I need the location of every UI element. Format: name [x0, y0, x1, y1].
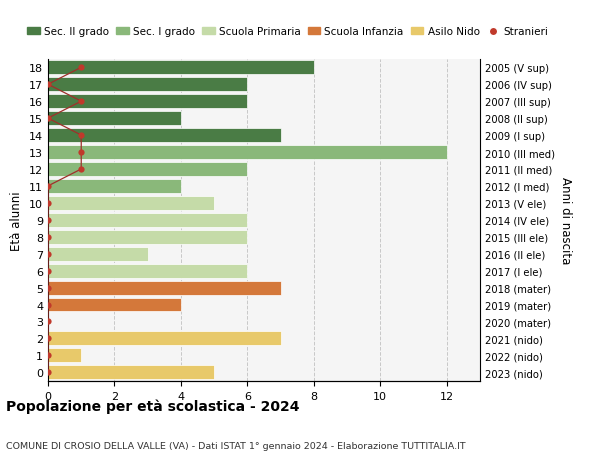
- Bar: [48, 365, 214, 380]
- Bar: [48, 112, 181, 126]
- Y-axis label: Anni di nascita: Anni di nascita: [559, 177, 572, 264]
- Bar: [48, 213, 247, 227]
- Bar: [48, 179, 181, 193]
- Bar: [48, 196, 214, 210]
- Bar: [48, 349, 81, 363]
- Bar: [48, 61, 314, 75]
- Y-axis label: Età alunni: Età alunni: [10, 190, 23, 250]
- Bar: [48, 146, 447, 160]
- Text: COMUNE DI CROSIO DELLA VALLE (VA) - Dati ISTAT 1° gennaio 2024 - Elaborazione TU: COMUNE DI CROSIO DELLA VALLE (VA) - Dati…: [6, 441, 466, 450]
- Bar: [48, 78, 247, 92]
- Text: Popolazione per età scolastica - 2024: Popolazione per età scolastica - 2024: [6, 398, 299, 413]
- Bar: [48, 162, 247, 177]
- Bar: [48, 298, 181, 312]
- Bar: [48, 129, 281, 143]
- Bar: [48, 230, 247, 244]
- Bar: [48, 95, 247, 109]
- Legend: Sec. II grado, Sec. I grado, Scuola Primaria, Scuola Infanzia, Asilo Nido, Stran: Sec. II grado, Sec. I grado, Scuola Prim…: [23, 23, 553, 41]
- Bar: [48, 247, 148, 261]
- Bar: [48, 332, 281, 346]
- Bar: [48, 264, 247, 278]
- Bar: [48, 281, 281, 295]
